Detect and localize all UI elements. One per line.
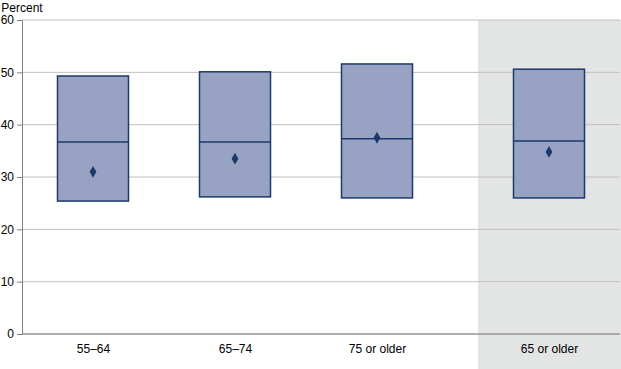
y-tick: 30 — [1, 170, 22, 184]
median-line — [200, 141, 271, 143]
median-line — [58, 141, 129, 143]
y-axis-title: Percent — [1, 1, 43, 15]
box-body — [342, 64, 413, 198]
y-tick-label: 30 — [1, 170, 15, 184]
box-body — [200, 72, 271, 197]
box — [342, 64, 413, 198]
y-tick-mark — [17, 20, 22, 21]
grid-line — [22, 20, 620, 21]
x-tick-label: 55–64 — [77, 342, 111, 356]
grid-line — [22, 334, 620, 335]
y-tick-label: 50 — [1, 66, 15, 80]
y-tick-mark — [17, 72, 22, 73]
grid-line — [22, 281, 620, 282]
x-tick-label: 65–74 — [219, 342, 253, 356]
y-tick: 60 — [1, 13, 22, 27]
y-axis-line — [17, 21, 23, 335]
y-tick-mark — [17, 125, 22, 126]
x-axis: 55–64 65–74 75 or older 65 or older — [77, 342, 578, 356]
y-tick-mark — [17, 334, 22, 335]
y-tick-label: 60 — [1, 13, 15, 27]
mean-marker — [374, 132, 381, 144]
mean-marker — [232, 153, 239, 165]
plot — [58, 64, 585, 201]
grid-line — [22, 229, 620, 230]
y-tick: 10 — [1, 275, 22, 289]
y-tick-mark — [17, 282, 22, 283]
grid — [22, 20, 620, 334]
box — [514, 69, 585, 198]
y-tick-label: 0 — [7, 327, 14, 341]
box-body — [58, 76, 129, 201]
box-body — [514, 69, 585, 198]
box — [200, 72, 271, 197]
y-tick: 20 — [1, 223, 22, 237]
x-tick: 55–64 — [77, 342, 111, 356]
y-axis: 0 10 20 30 40 50 60 — [1, 13, 23, 341]
y-tick: 0 — [7, 327, 22, 341]
x-tick-label: 65 or older — [521, 342, 578, 356]
x-tick-label: 75 or older — [349, 342, 406, 356]
x-tick: 65–74 — [219, 342, 253, 356]
y-tick-mark — [17, 229, 22, 230]
x-tick: 65 or older — [521, 342, 578, 356]
box — [58, 76, 129, 201]
mean-marker — [90, 166, 97, 178]
y-tick: 40 — [1, 118, 22, 132]
x-tick: 75 or older — [349, 342, 406, 356]
median-line — [514, 140, 585, 142]
y-tick: 50 — [1, 66, 22, 80]
y-tick-mark — [17, 177, 22, 178]
y-tick-label: 10 — [1, 275, 15, 289]
y-tick-label: 20 — [1, 223, 15, 237]
x-axis-line — [22, 334, 620, 335]
mean-marker — [546, 146, 553, 158]
y-tick-label: 40 — [1, 118, 15, 132]
